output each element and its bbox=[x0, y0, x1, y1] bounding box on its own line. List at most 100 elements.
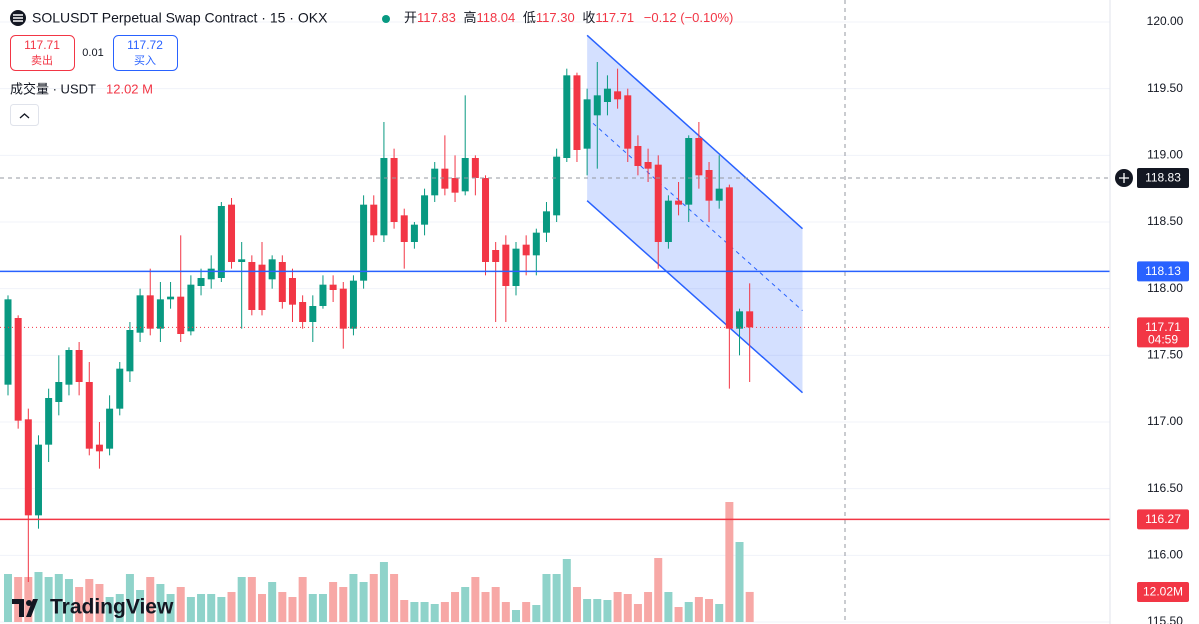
price-tag-label: 118.13 bbox=[1145, 264, 1181, 278]
buy-label: 买入 bbox=[134, 54, 156, 67]
volume-bar bbox=[694, 597, 703, 622]
collapse-button[interactable] bbox=[10, 104, 39, 126]
candle-body bbox=[583, 99, 591, 149]
volume-bar bbox=[542, 574, 551, 622]
volume-bar bbox=[623, 594, 632, 622]
volume-bar bbox=[664, 592, 673, 622]
buy-price: 117.72 bbox=[127, 38, 163, 52]
candle-body bbox=[228, 204, 236, 262]
candle-body bbox=[685, 138, 693, 205]
volume-bar bbox=[197, 594, 206, 622]
candle-body bbox=[441, 168, 449, 189]
volume-bar bbox=[247, 577, 256, 622]
candle-body bbox=[217, 206, 225, 278]
candle-body bbox=[431, 168, 439, 196]
h-label: 高 bbox=[463, 10, 476, 25]
volume-bar bbox=[735, 542, 744, 622]
candle-body bbox=[512, 248, 520, 286]
volume-bar bbox=[552, 574, 561, 622]
price-tag-label: 117.71 bbox=[1145, 320, 1181, 334]
candle-body bbox=[299, 302, 307, 322]
volume-bar bbox=[318, 594, 327, 622]
volume-bar bbox=[329, 582, 338, 622]
candle-body bbox=[593, 95, 601, 116]
ohlc: 开117.83 高118.04 低117.30 收117.71 −0.12 (−… bbox=[404, 10, 733, 25]
candle-body bbox=[116, 368, 124, 409]
volume-bar bbox=[24, 577, 33, 622]
candle-body bbox=[207, 268, 215, 280]
y-tick-label: 115.50 bbox=[1147, 614, 1183, 624]
y-tick-label: 117.50 bbox=[1147, 348, 1183, 362]
y-tick-label: 119.00 bbox=[1147, 148, 1183, 162]
volume-bar bbox=[4, 574, 12, 622]
volume-bar bbox=[105, 597, 114, 622]
candle-body bbox=[14, 318, 22, 421]
volume-bar bbox=[278, 592, 287, 622]
candle-body bbox=[177, 296, 185, 334]
price-tag bbox=[1137, 509, 1189, 530]
candle-body bbox=[746, 311, 754, 328]
volume-bar bbox=[339, 587, 348, 622]
candle-body bbox=[654, 164, 662, 242]
candle-body bbox=[360, 204, 368, 281]
candle-body bbox=[156, 299, 164, 329]
candle-body bbox=[644, 162, 652, 169]
candle-body bbox=[675, 200, 683, 205]
candle-body bbox=[522, 244, 530, 256]
symbol-title: SOLUSDT Perpetual Swap Contract · 15 · O… bbox=[32, 10, 328, 26]
volume-bar bbox=[146, 577, 155, 622]
volume-bar bbox=[95, 584, 104, 622]
volume-bar bbox=[369, 574, 378, 622]
y-tick-label: 118.00 bbox=[1147, 281, 1183, 295]
volume-bar bbox=[491, 587, 500, 622]
candle-body bbox=[349, 280, 357, 329]
candle-body bbox=[136, 295, 144, 333]
candle-body bbox=[563, 75, 571, 158]
candle-body bbox=[146, 295, 154, 329]
volume-bar bbox=[207, 594, 216, 622]
volume-bar bbox=[268, 582, 277, 622]
candle-body bbox=[390, 158, 398, 222]
volume-bar bbox=[410, 602, 419, 622]
volume-bar bbox=[217, 597, 226, 622]
y-tick-label: 119.50 bbox=[1147, 81, 1183, 95]
candle-body bbox=[126, 330, 134, 372]
volume-bar bbox=[633, 604, 642, 622]
o-label: 开 bbox=[404, 10, 417, 25]
header: SOLUSDT Perpetual Swap Contract · 15 · O… bbox=[10, 10, 733, 26]
volume-tag-label: 12.02M bbox=[1143, 585, 1183, 599]
c-value: 117.71 bbox=[595, 10, 634, 25]
change: −0.12 (−0.10%) bbox=[644, 10, 734, 25]
candle-body bbox=[603, 88, 611, 102]
candle-body bbox=[45, 398, 53, 445]
price-tag-label: 116.27 bbox=[1145, 512, 1181, 526]
volume-bar bbox=[166, 594, 175, 622]
volume-bar bbox=[705, 599, 714, 622]
candle-body bbox=[502, 244, 510, 286]
volume-bar bbox=[400, 600, 409, 622]
volume-bar bbox=[288, 597, 297, 622]
volume-bar bbox=[44, 577, 53, 622]
candle-body bbox=[329, 284, 337, 290]
volume-bar bbox=[186, 597, 195, 622]
candle-body bbox=[55, 382, 63, 402]
volume-bar bbox=[593, 599, 602, 622]
candle-body bbox=[4, 299, 12, 385]
price-tag bbox=[1137, 261, 1189, 282]
candle-body bbox=[238, 259, 246, 262]
volume-bar bbox=[54, 574, 63, 622]
collapse-icon bbox=[19, 113, 30, 119]
y-tick-label: 120.00 bbox=[1147, 14, 1184, 28]
buy-button[interactable] bbox=[113, 35, 178, 71]
volume-bar bbox=[461, 587, 470, 622]
candle-body bbox=[248, 262, 256, 310]
volume-bar bbox=[451, 592, 460, 622]
volume-bar bbox=[572, 587, 581, 622]
candle-body bbox=[410, 224, 418, 242]
sell-button[interactable] bbox=[10, 35, 75, 71]
volume-bar bbox=[115, 594, 124, 622]
channel-lower bbox=[586, 200, 804, 394]
h-value: 118.04 bbox=[476, 10, 515, 25]
candle-body bbox=[106, 408, 114, 449]
candle-body bbox=[573, 75, 581, 150]
